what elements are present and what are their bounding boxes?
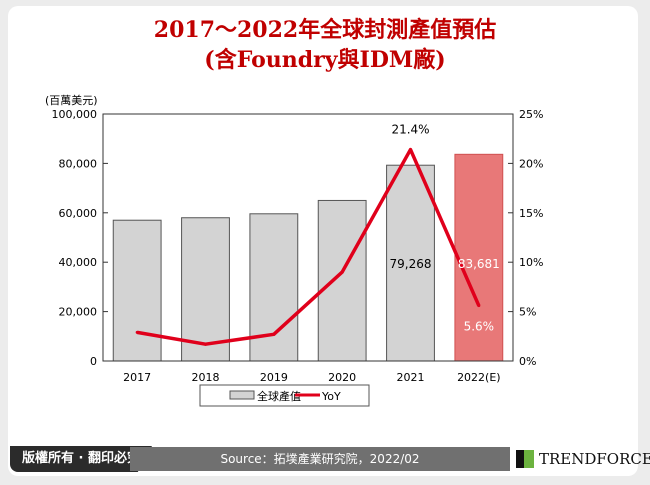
x-tick-label: 2020 [328, 371, 356, 384]
yoy-point-2017 [135, 330, 139, 334]
legend-box [199, 384, 370, 407]
source-label: Source：拓墣產業研究院，2022/02 [130, 447, 510, 471]
yoy-point-2020 [340, 270, 344, 274]
right-tick-label: 15% [519, 207, 543, 220]
right-tick-label: 20% [519, 157, 543, 170]
yoy-point-2022(E) [477, 304, 481, 308]
chart-title: 2017～2022年全球封測產值預估 [153, 17, 497, 43]
left-tick-label: 20,000 [59, 306, 98, 319]
bar-2021 [386, 164, 435, 362]
yoy-data-label: 5.6% [464, 320, 495, 334]
bar-data-label: 79,268 [390, 257, 432, 271]
left-tick-label: 0 [90, 355, 97, 368]
bar-2019 [249, 213, 299, 362]
right-tick-label: 0% [519, 355, 536, 368]
right-tick-label: 25% [519, 108, 543, 121]
legend-line-label: YoY [321, 390, 341, 403]
legend-bar-label: 全球產值 [257, 389, 301, 403]
chart-subtitle: (含Foundry與IDM廠) [204, 47, 446, 73]
yoy-data-label: 21.4% [391, 123, 429, 137]
logo-text: TRENDFORCE [539, 450, 650, 468]
x-tick-label: 2022(E) [457, 371, 501, 384]
x-tick-label: 2018 [192, 371, 220, 384]
yoy-line [136, 147, 481, 346]
trendforce-logo: TRENDFORCE [516, 450, 650, 468]
legend-bar-swatch [229, 390, 255, 400]
left-axis-unit: (百萬美元) [45, 94, 98, 107]
bar-2020 [317, 199, 367, 362]
right-tick-label: 5% [519, 306, 536, 319]
yoy-point-2019 [272, 332, 276, 336]
left-tick-label: 80,000 [59, 157, 98, 170]
trendforce-logo-icon [516, 450, 534, 468]
bar-2017 [112, 219, 162, 362]
bar-data-label: 83,681 [458, 257, 500, 271]
left-tick-label: 60,000 [59, 207, 98, 220]
yoy-point-2021 [409, 148, 412, 152]
x-tick-label: 2019 [260, 371, 288, 384]
yoy-point-2018 [204, 342, 207, 346]
left-tick-label: 100,000 [52, 108, 98, 121]
bar-2018 [181, 217, 230, 362]
x-tick-label: 2021 [397, 371, 425, 384]
plot-frame [102, 113, 514, 362]
left-tick-label: 40,000 [59, 256, 98, 269]
copyright-label: 版權所有 · 翻印必究 [10, 446, 152, 472]
x-tick-label: 2017 [123, 371, 151, 384]
right-tick-label: 10% [519, 256, 543, 269]
